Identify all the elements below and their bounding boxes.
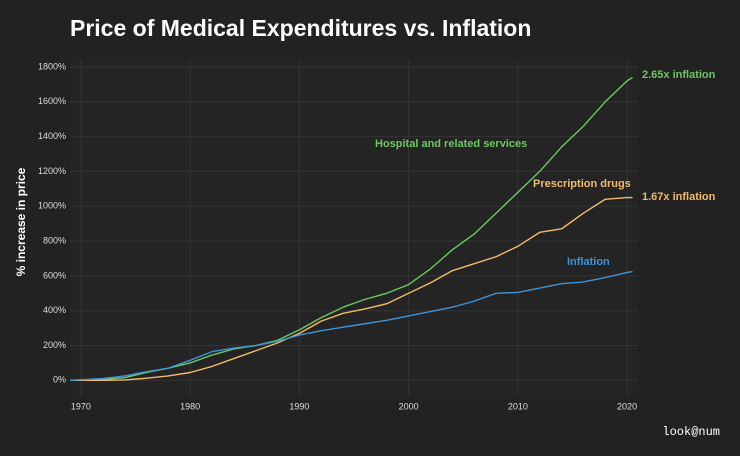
y-tick-label: 1200% [38, 166, 66, 176]
y-tick-label: 400% [43, 305, 66, 315]
annotation: Prescription drugs [533, 178, 631, 190]
series-line [69, 76, 633, 382]
y-axis-label: % increase in price [14, 167, 28, 276]
annotation: Hospital and related services [375, 138, 527, 150]
x-tick-label: 2010 [508, 401, 528, 411]
y-tick-label: 1600% [38, 96, 66, 106]
y-tick-label: 0% [53, 375, 66, 385]
annotation: 1.67x inflation [642, 191, 716, 203]
y-tick-label: 200% [43, 340, 66, 350]
series-line [69, 270, 633, 382]
x-tick-label: 2020 [617, 401, 637, 411]
y-tick-label: 600% [43, 270, 66, 280]
annotation: 2.65x inflation [642, 69, 716, 81]
plot-area [70, 60, 638, 396]
source: look@num [662, 425, 720, 439]
chart-title: Price of Medical Expenditures vs. Inflat… [70, 15, 531, 41]
series-line [70, 196, 633, 382]
annotation: Inflation [567, 256, 610, 268]
y-tick-label: 1000% [38, 201, 66, 211]
x-tick-label: 1980 [180, 401, 200, 411]
x-tick-label: 1990 [289, 401, 309, 411]
y-tick-label: 1800% [38, 61, 66, 71]
y-tick-label: 1400% [38, 131, 66, 141]
y-tick-label: 800% [43, 235, 66, 245]
x-tick-label: 2000 [399, 401, 419, 411]
x-tick-label: 1970 [71, 401, 91, 411]
